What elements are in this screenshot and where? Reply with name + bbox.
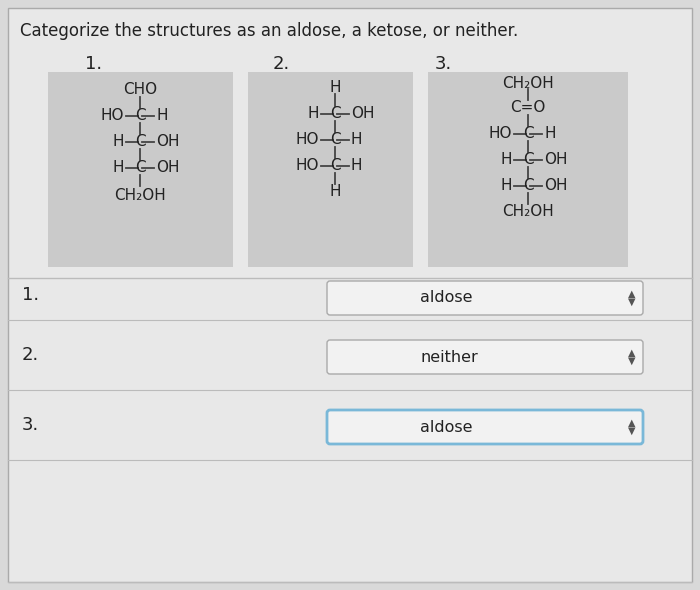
Text: H: H [500,179,512,194]
Text: 1.: 1. [22,286,39,304]
Text: C: C [330,107,340,122]
Text: C: C [330,133,340,148]
Text: H: H [113,135,124,149]
FancyBboxPatch shape [327,340,643,374]
Text: ▲: ▲ [629,418,636,428]
Text: ▼: ▼ [629,426,636,436]
Text: CH₂OH: CH₂OH [502,205,554,219]
Text: H: H [329,185,341,199]
Text: H: H [544,126,556,142]
Text: OH: OH [156,160,179,175]
Text: C: C [523,179,533,194]
Bar [428,72,628,267]
Text: C=O: C=O [510,100,546,116]
Text: OH: OH [156,135,179,149]
Text: ▲: ▲ [629,289,636,299]
Text: OH: OH [544,179,568,194]
Text: H: H [113,160,124,175]
Text: 3.: 3. [22,416,39,434]
Text: 2.: 2. [22,346,39,364]
Text: ▼: ▼ [629,356,636,366]
Text: C: C [134,135,146,149]
Text: Categorize the structures as an aldose, a ketose, or neither.: Categorize the structures as an aldose, … [20,22,518,40]
Text: ▲: ▲ [629,348,636,358]
Text: aldose: aldose [420,290,473,306]
Bar [48,72,233,267]
Text: OH: OH [544,152,568,168]
Text: CHO: CHO [123,83,157,97]
Text: CH₂OH: CH₂OH [502,76,554,90]
Text: C: C [523,126,533,142]
FancyBboxPatch shape [327,410,643,444]
Text: C: C [134,109,146,123]
Text: H: H [156,109,167,123]
Text: 2.: 2. [273,55,290,73]
Text: C: C [523,152,533,168]
Text: OH: OH [351,107,374,122]
Text: 1.: 1. [85,55,102,73]
Text: C: C [134,160,146,175]
Text: HO: HO [489,126,512,142]
Text: C: C [330,159,340,173]
Text: H: H [351,159,363,173]
Text: H: H [351,133,363,148]
Text: H: H [329,80,341,96]
Text: HO: HO [101,109,124,123]
Bar [248,72,413,267]
Text: ▼: ▼ [629,297,636,307]
Text: H: H [307,107,319,122]
Text: neither: neither [420,349,477,365]
Text: CH₂OH: CH₂OH [114,188,166,204]
Text: HO: HO [295,159,319,173]
Text: aldose: aldose [420,419,473,434]
FancyBboxPatch shape [327,281,643,315]
Text: HO: HO [295,133,319,148]
Text: 3.: 3. [435,55,452,73]
Text: H: H [500,152,512,168]
